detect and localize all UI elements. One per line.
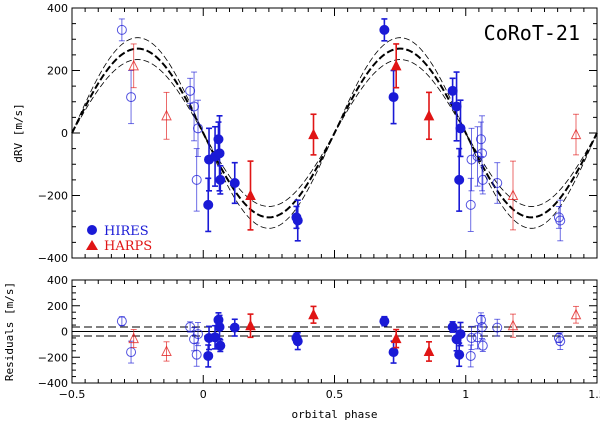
hires-point	[213, 134, 224, 145]
y-tick-label: −400	[38, 377, 68, 390]
hires-point-repeat	[466, 332, 477, 343]
residual-data-points	[116, 305, 582, 368]
residuals-panel-ticks: −400 −200 0 200 400	[38, 274, 598, 390]
hires-point-repeat	[475, 134, 486, 145]
legend-hires-label: HIRES	[104, 224, 149, 239]
harps-point	[423, 109, 435, 121]
harps-point-repeat	[570, 308, 582, 320]
x-tick-label: 1	[462, 388, 469, 401]
hires-point	[292, 336, 303, 347]
residuals-panel: −400 −200 0 200 400 Residuals [m/s]	[3, 274, 598, 390]
y-tick-label: −200	[38, 351, 68, 364]
y-tick-label: 0	[61, 326, 68, 339]
hires-point	[215, 340, 226, 351]
rv-data-points	[116, 18, 582, 242]
hires-point-repeat	[191, 174, 202, 185]
x-tick-label: 0.5	[326, 388, 344, 401]
rv-model-curves	[71, 37, 598, 229]
hires-point	[229, 178, 240, 188]
hires-point	[203, 350, 214, 361]
target-name-label: CoRoT-21	[484, 21, 580, 45]
harps-point-repeat	[570, 128, 582, 140]
hires-point-repeat	[477, 321, 488, 332]
hires-point	[388, 92, 399, 103]
harps-point-repeat	[507, 319, 519, 331]
hires-point-repeat	[492, 178, 503, 188]
legend-hires-marker	[87, 225, 97, 235]
hires-point-repeat	[193, 123, 203, 134]
harps-point-repeat	[128, 59, 139, 71]
hires-point	[455, 329, 466, 340]
rv-y-axis-title: dRV [m/s]	[12, 103, 25, 163]
hires-point	[379, 24, 390, 35]
x-tick-label: 1.5	[588, 388, 600, 401]
y-tick-label: −400	[38, 252, 68, 265]
legend-harps-label: HARPS	[104, 239, 152, 254]
hires-point-repeat	[189, 334, 200, 345]
hires-point-repeat	[116, 316, 127, 327]
hires-point-repeat	[492, 322, 503, 333]
y-tick-label: 400	[47, 274, 68, 287]
hires-point-repeat	[465, 199, 476, 210]
harps-point	[390, 59, 402, 71]
y-tick-label: 200	[47, 300, 68, 313]
x-tick-label: 0	[200, 388, 207, 401]
hires-point	[215, 174, 226, 185]
hires-point	[454, 174, 465, 185]
hires-point-repeat	[185, 321, 196, 332]
harps-point-repeat	[507, 189, 519, 200]
hires-point-repeat	[466, 154, 477, 165]
hires-point-repeat	[193, 329, 203, 340]
hires-point	[455, 123, 466, 134]
harps-point-repeat	[128, 332, 139, 344]
hires-point	[454, 349, 465, 360]
hires-point	[214, 148, 225, 159]
harps-point	[390, 332, 402, 344]
hires-point-repeat	[189, 101, 200, 112]
harps-point-repeat	[161, 109, 172, 121]
hires-point-repeat	[477, 174, 488, 185]
x-tick-labels: −0.5 0 0.5 1 1.5	[59, 388, 600, 401]
model-curve-best-fit	[71, 47, 598, 219]
harps-point	[308, 128, 319, 140]
x-tick-label: −0.5	[59, 388, 86, 401]
hires-point-repeat	[185, 85, 196, 96]
x-axis-title: orbital phase	[291, 408, 377, 421]
rv-panel-ticks: −400 −200 0 200 400	[38, 2, 598, 265]
residuals-y-axis-title: Residuals [m/s]	[3, 282, 16, 381]
harps-point	[245, 189, 256, 200]
hires-point-repeat	[477, 340, 488, 351]
hires-point	[203, 199, 214, 210]
hires-point-repeat	[126, 92, 137, 103]
y-tick-label: 400	[47, 2, 68, 15]
hires-point	[379, 316, 390, 327]
hires-point	[292, 215, 303, 226]
hires-point-repeat	[555, 215, 566, 226]
hires-point	[388, 347, 399, 358]
harps-point-repeat	[161, 345, 172, 356]
hires-point	[214, 321, 225, 332]
y-tick-label: 200	[47, 65, 68, 78]
hires-point-repeat	[555, 336, 566, 347]
residual-reference-lines	[72, 326, 597, 337]
y-tick-label: −200	[38, 190, 68, 203]
hires-point-repeat	[465, 350, 476, 361]
harps-point	[245, 319, 256, 331]
hires-point-repeat	[191, 349, 202, 360]
rv-panel: −400 −200 0 200 400 CoRoT-21 HIRES HARPS dRV…	[12, 2, 598, 265]
y-tick-label: 0	[61, 127, 68, 140]
legend-harps-marker	[86, 240, 98, 250]
harps-point	[423, 345, 435, 356]
hires-point	[229, 322, 240, 333]
hires-point-repeat	[477, 148, 488, 159]
legend: HIRES HARPS	[86, 224, 152, 254]
hires-point-repeat	[116, 24, 127, 35]
harps-point	[308, 308, 319, 320]
